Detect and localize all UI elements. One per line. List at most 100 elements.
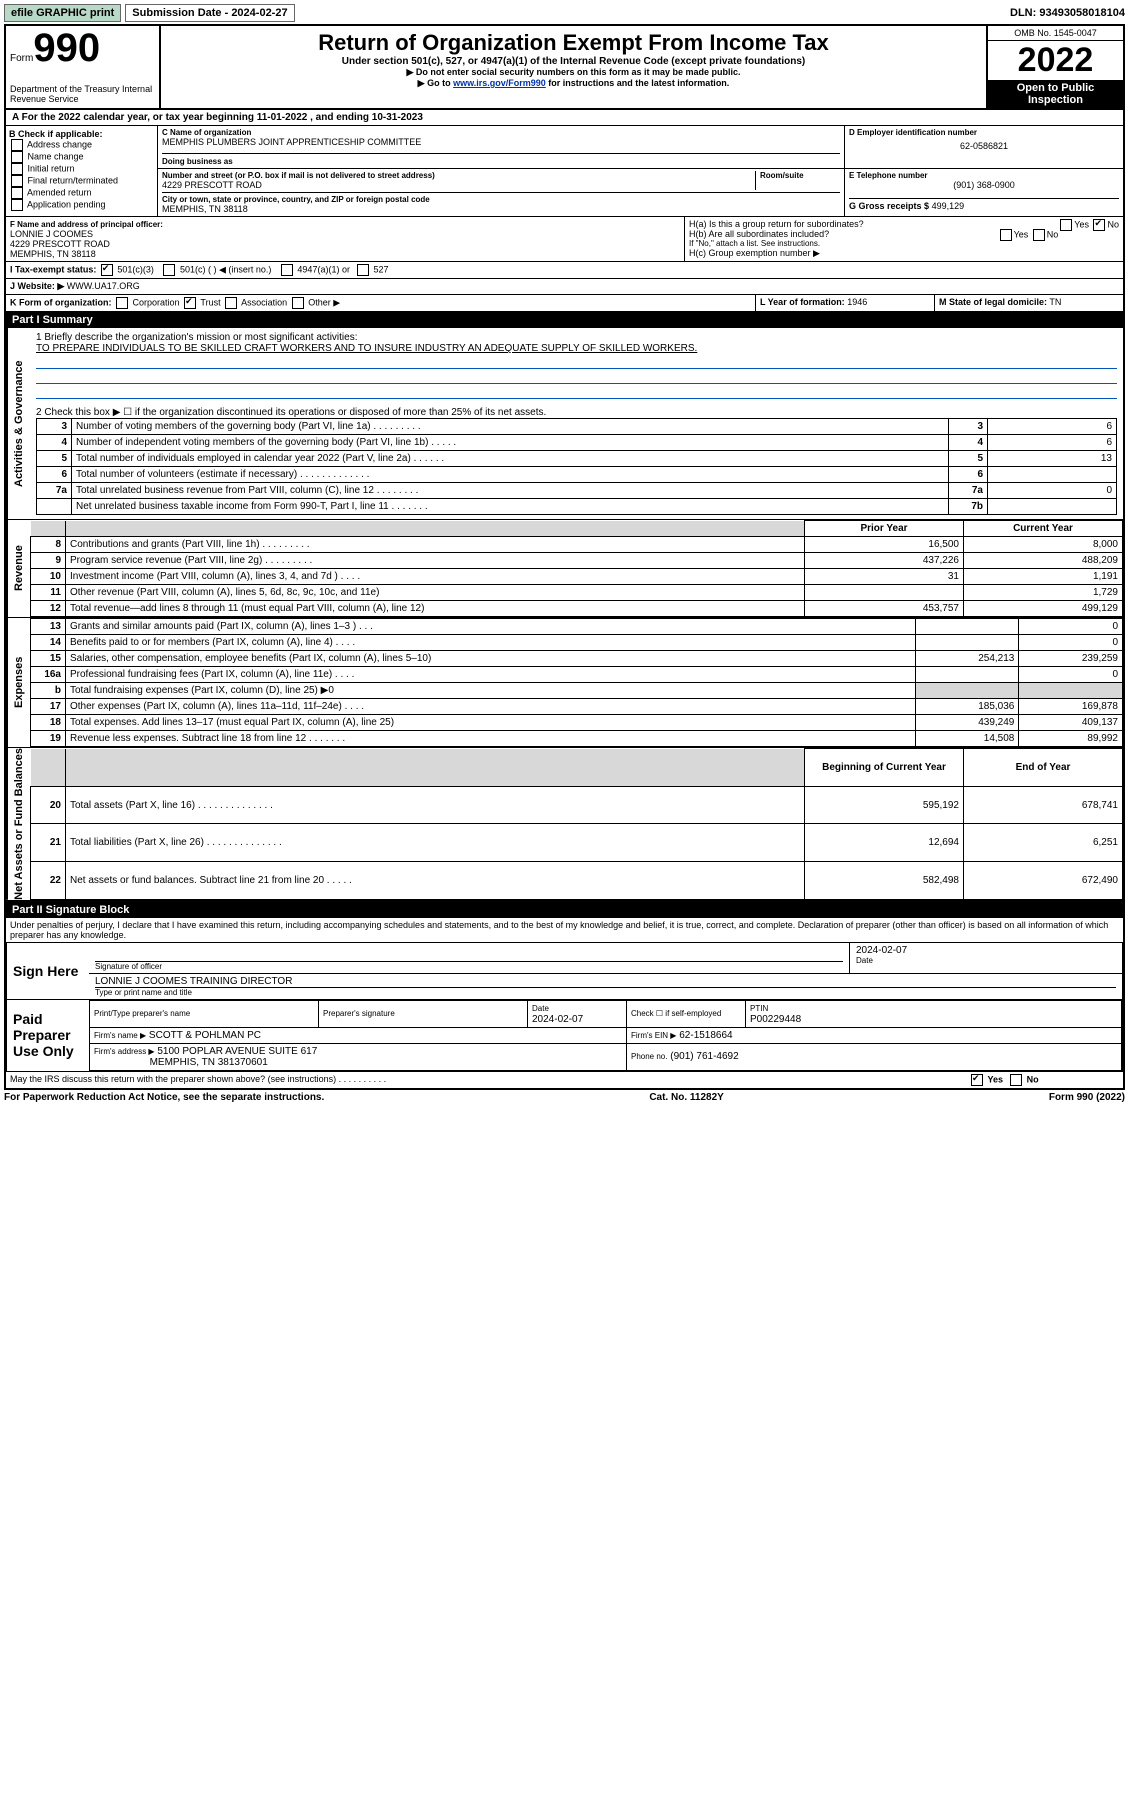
footer-left: For Paperwork Reduction Act Notice, see … [4, 1092, 324, 1103]
m-label: M State of legal domicile: [939, 297, 1047, 307]
line-2: 2 Check this box ▶ ☐ if the organization… [36, 407, 1117, 418]
ha-yes[interactable] [1060, 219, 1072, 231]
b-item: Amended return [9, 187, 154, 199]
may-no[interactable] [1010, 1074, 1022, 1086]
k-corp[interactable] [116, 297, 128, 309]
form-word: Form [10, 53, 33, 64]
pp-h2: Preparer's signature [323, 1009, 395, 1018]
k-other[interactable] [292, 297, 304, 309]
table-net-assets: Beginning of Current YearEnd of Year20To… [30, 748, 1123, 900]
part-i-label: Part I Summary [12, 314, 93, 326]
i-o1: 501(c)(3) [117, 264, 154, 274]
pp-h3: Date [532, 1004, 549, 1013]
year-formation: 1946 [847, 297, 867, 307]
efile-button[interactable]: efile GRAPHIC print [4, 4, 121, 22]
b-item: Application pending [9, 199, 154, 211]
firm-ein: 62-1518664 [679, 1030, 732, 1041]
street: 4229 PRESCOTT ROAD [162, 180, 755, 190]
b-item: Name change [9, 151, 154, 163]
k-label: K Form of organization: [10, 297, 112, 307]
i-o3: 4947(a)(1) or [297, 264, 350, 274]
return-subtitle: Under section 501(c), 527, or 4947(a)(1)… [167, 56, 980, 67]
b-check[interactable] [11, 163, 23, 175]
pp-h1: Print/Type preparer's name [94, 1009, 190, 1018]
footer-right: Form 990 (2022) [1049, 1092, 1125, 1103]
mission-text: TO PREPARE INDIVIDUALS TO BE SKILLED CRA… [36, 343, 1117, 354]
footer-cat: Cat. No. 11282Y [649, 1092, 723, 1103]
b-check[interactable] [11, 139, 23, 151]
d-label: D Employer identification number [849, 128, 1119, 137]
ha-no[interactable] [1093, 219, 1105, 231]
firm-addr-label: Firm's address ▶ [94, 1047, 155, 1056]
l-label: L Year of formation: [760, 297, 845, 307]
may-yes[interactable] [971, 1074, 983, 1086]
k-assoc[interactable] [225, 297, 237, 309]
no-label: No [1107, 219, 1119, 229]
irs-link[interactable]: www.irs.gov/Form990 [453, 78, 546, 88]
omb-number: OMB No. 1545-0047 [988, 26, 1123, 41]
street-label: Number and street (or P.O. box if mail i… [162, 171, 755, 180]
firm-phone: (901) 761-4692 [670, 1051, 738, 1062]
b-check[interactable] [11, 199, 23, 211]
b-item: Initial return [9, 163, 154, 175]
firm-addr: 5100 POPLAR AVENUE SUITE 617 [157, 1046, 317, 1057]
hb-no[interactable] [1033, 229, 1045, 241]
k-o3: Association [241, 297, 287, 307]
k-o2: Trust [200, 297, 220, 307]
i-501c3[interactable] [101, 264, 113, 276]
firm-ein-label: Firm's EIN ▶ [631, 1031, 676, 1040]
section-revenue: Revenue [6, 520, 30, 617]
f-label: F Name and address of principal officer: [10, 220, 163, 229]
row-a-tax-year: A For the 2022 calendar year, or tax yea… [6, 110, 1123, 126]
sign-here-label: Sign Here [7, 943, 89, 999]
paid-preparer-table: Print/Type preparer's name Preparer's si… [89, 1000, 1122, 1071]
ein: 62-0586821 [849, 141, 1119, 151]
b-check[interactable] [11, 175, 23, 187]
state-domicile: TN [1049, 297, 1061, 307]
section-activities: Activities & Governance [6, 328, 30, 519]
hb-yes[interactable] [1000, 229, 1012, 241]
i-501c[interactable] [163, 264, 175, 276]
firm-name: SCOTT & POHLMAN PC [149, 1030, 261, 1041]
firm-addr2: MEMPHIS, TN 381370601 [150, 1057, 268, 1068]
officer-street: 4229 PRESCOTT ROAD [10, 239, 110, 249]
table-expenses: 13Grants and similar amounts paid (Part … [30, 618, 1123, 747]
note-goto-pre: ▶ Go to [418, 78, 453, 88]
note-goto-post: for instructions and the latest informat… [546, 78, 730, 88]
e-label: E Telephone number [849, 171, 1119, 180]
perjury-text: Under penalties of perjury, I declare th… [6, 918, 1123, 942]
header-title-box: Return of Organization Exempt From Incom… [161, 26, 986, 108]
gross-receipts: 499,129 [932, 201, 965, 211]
h-c: H(c) Group exemption number ▶ [689, 248, 1119, 259]
pp-h5: PTIN [750, 1004, 768, 1013]
table-activities: 3Number of voting members of the governi… [36, 418, 1117, 515]
b-item: Address change [9, 139, 154, 151]
table-revenue: Prior YearCurrent Year8Contributions and… [30, 520, 1123, 617]
room-label: Room/suite [760, 171, 840, 180]
note-ssn: ▶ Do not enter social security numbers o… [167, 67, 980, 78]
typed-name-label: Type or print name and title [95, 987, 1116, 997]
pp-date: 2024-02-07 [532, 1014, 583, 1025]
j-label: J Website: ▶ [10, 281, 64, 291]
k-o4: Other ▶ [308, 297, 340, 307]
officer-typed-name: LONNIE J COOMES TRAINING DIRECTOR [95, 976, 1116, 987]
sig-date: 2024-02-07 [856, 945, 1116, 956]
i-527[interactable] [357, 264, 369, 276]
b-item: Final return/terminated [9, 175, 154, 187]
i-o2: 501(c) ( ) ◀ (insert no.) [180, 264, 271, 274]
paid-preparer-label: Paid Preparer Use Only [7, 1000, 89, 1071]
section-expenses: Expenses [6, 618, 30, 747]
b-check[interactable] [11, 187, 23, 199]
firm-phone-label: Phone no. [631, 1052, 667, 1061]
officer-name: LONNIE J COOMES [10, 229, 93, 239]
part-i-header: Part I Summary [6, 312, 1123, 328]
department-label: Department of the Treasury Internal Reve… [10, 84, 155, 104]
may-discuss: May the IRS discuss this return with the… [6, 1072, 965, 1088]
yes-label: Yes [1074, 219, 1089, 229]
sig-officer-label: Signature of officer [95, 962, 843, 971]
b-check[interactable] [11, 151, 23, 163]
phone: (901) 368-0900 [849, 180, 1119, 190]
i-4947[interactable] [281, 264, 293, 276]
i-o4: 527 [373, 264, 388, 274]
k-trust[interactable] [184, 297, 196, 309]
